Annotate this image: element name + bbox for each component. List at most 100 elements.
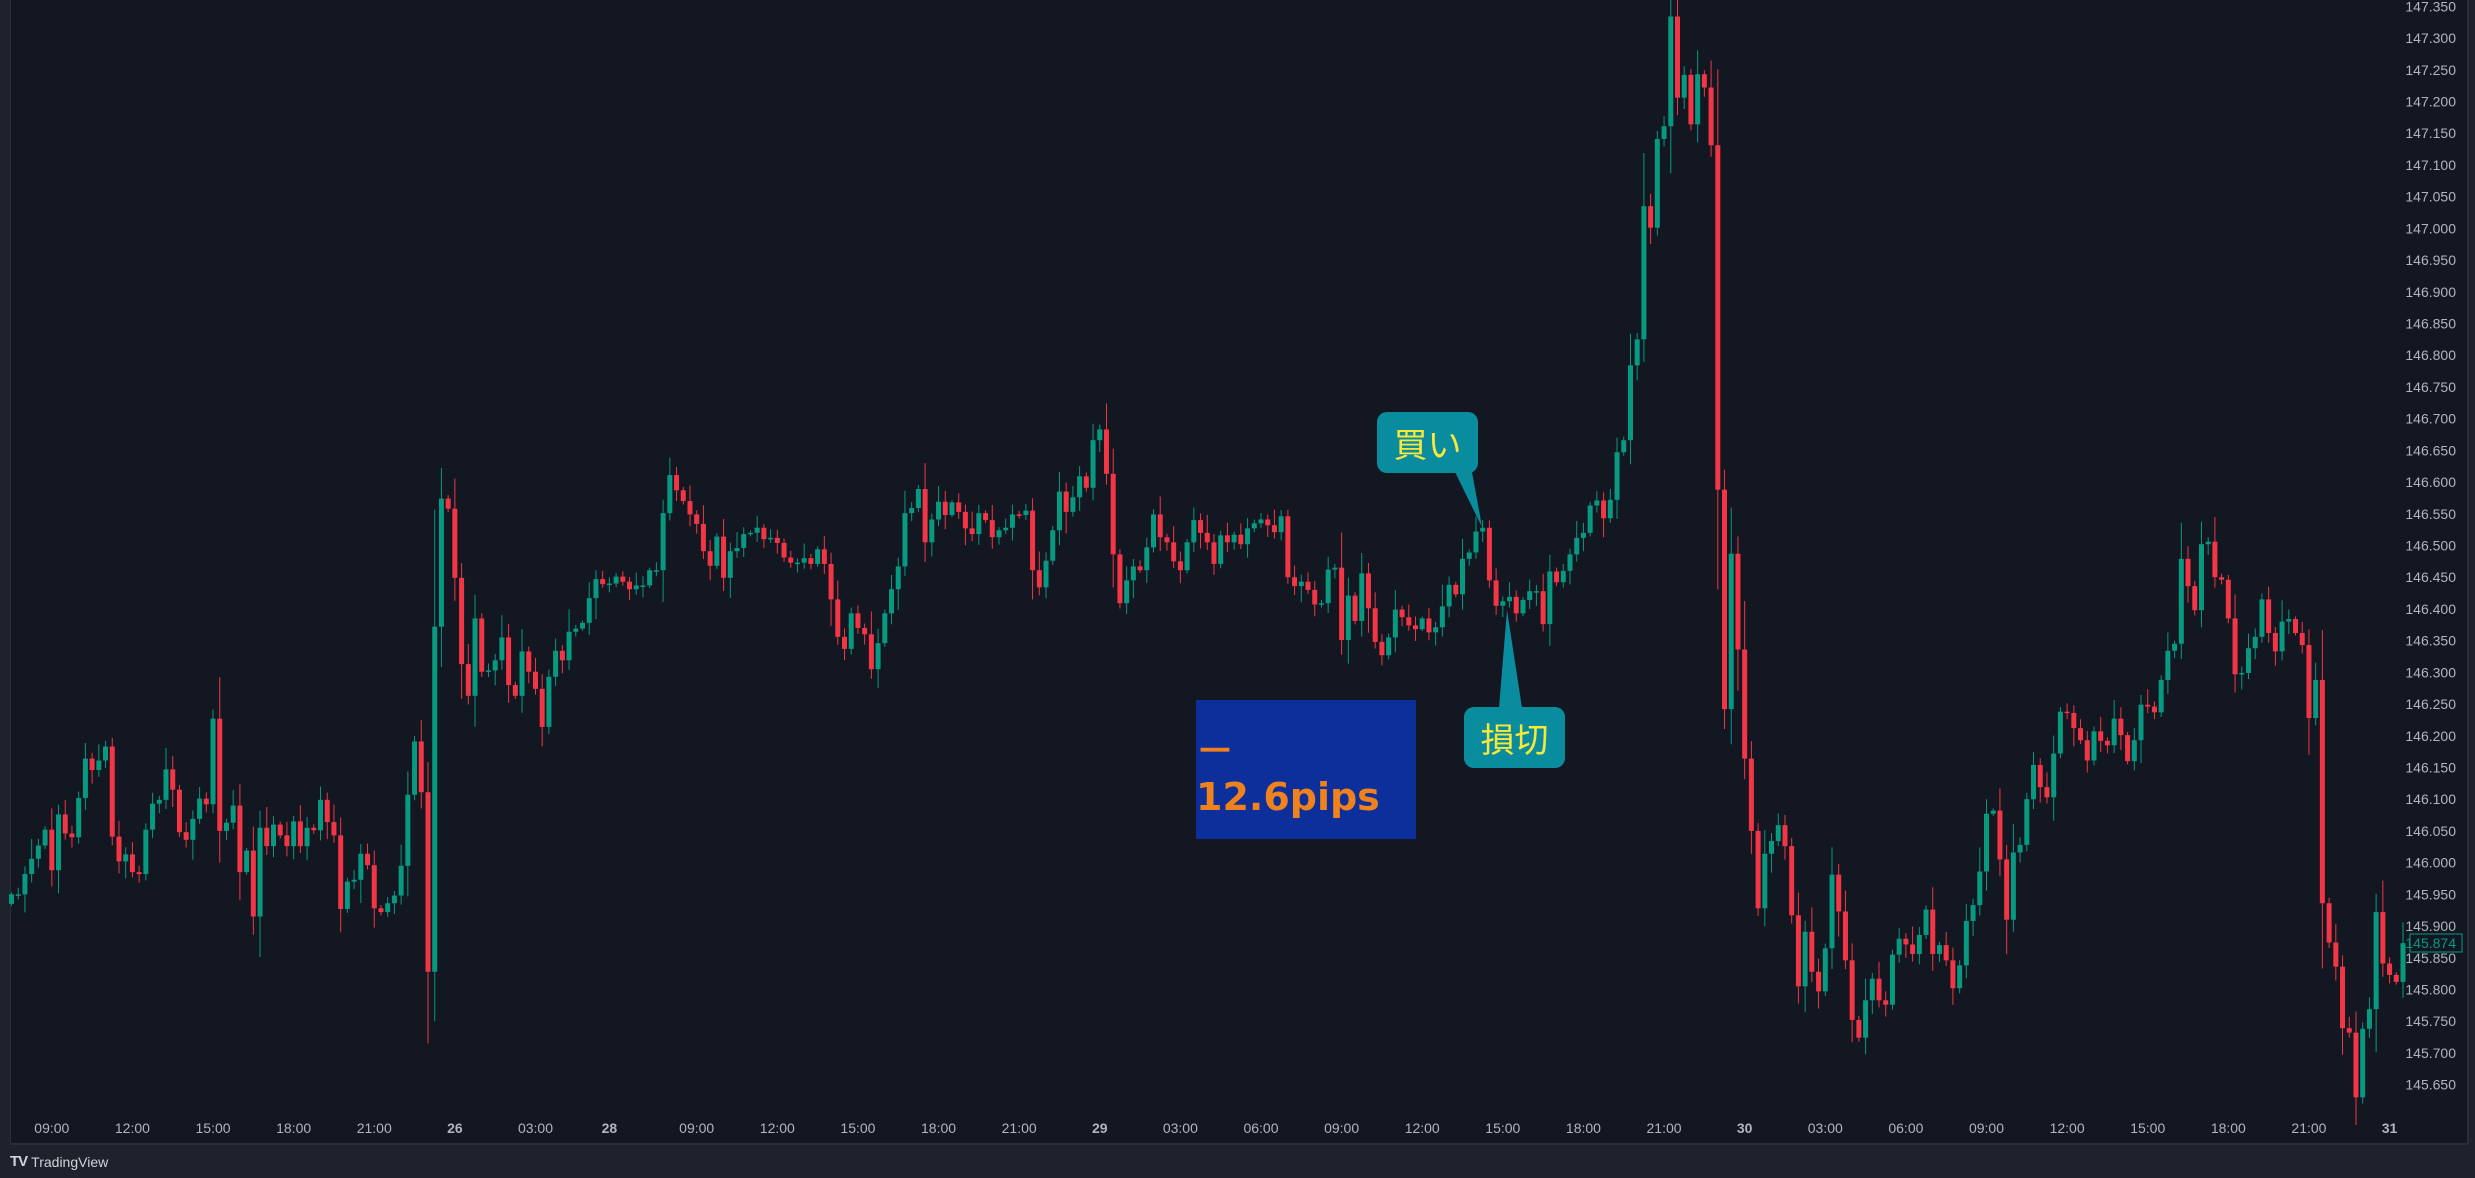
candle-body bbox=[1802, 931, 1808, 987]
candle-body bbox=[586, 598, 592, 623]
candle-down bbox=[136, 865, 142, 883]
candle-body bbox=[1224, 535, 1230, 543]
candle-up bbox=[2091, 726, 2097, 766]
time-tick-label: 29 bbox=[1092, 1120, 1108, 1136]
candle-body bbox=[2380, 912, 2386, 964]
price-axis[interactable]: 147.350 147.300 147.250 147.200 147.150 147.1… bbox=[2405, 0, 2456, 1093]
candle-body bbox=[774, 537, 780, 543]
candle-body bbox=[1748, 758, 1754, 831]
candle-down bbox=[1305, 572, 1311, 594]
candle-body bbox=[546, 676, 552, 727]
candle-body bbox=[754, 527, 760, 533]
candle-up bbox=[304, 816, 310, 861]
candle-body bbox=[492, 660, 498, 671]
candle-up bbox=[2138, 694, 2144, 764]
candle-body bbox=[741, 534, 747, 549]
candle-body bbox=[123, 854, 129, 862]
time-tick-label: 15:00 bbox=[1485, 1120, 1520, 1136]
candle-body bbox=[244, 850, 250, 873]
candle-down bbox=[237, 784, 243, 901]
candle-down bbox=[2125, 732, 2131, 765]
candle-body bbox=[2239, 672, 2245, 675]
candle-up bbox=[949, 500, 955, 518]
candle-body bbox=[1191, 520, 1197, 543]
candle-body bbox=[532, 671, 538, 689]
candle-body bbox=[1574, 537, 1580, 555]
candle-down bbox=[1339, 532, 1345, 655]
candle-body bbox=[727, 551, 733, 578]
candle-body bbox=[580, 622, 586, 629]
candle-body bbox=[2031, 764, 2037, 800]
candle-down bbox=[680, 486, 686, 505]
candle-down bbox=[1708, 60, 1714, 157]
candle-down bbox=[781, 538, 787, 563]
candle-body bbox=[1769, 841, 1775, 854]
candle-down bbox=[694, 510, 700, 534]
candle-down bbox=[338, 817, 344, 933]
candle-up bbox=[270, 816, 276, 858]
candle-body bbox=[432, 626, 438, 972]
candle-down bbox=[2266, 586, 2272, 643]
candle-up bbox=[1822, 943, 1828, 997]
price-tick-label: 147.200 bbox=[2405, 93, 2456, 109]
candle-body bbox=[136, 872, 142, 875]
candle-body bbox=[1130, 566, 1136, 581]
candle-body bbox=[2259, 599, 2265, 637]
candle-up bbox=[996, 527, 1002, 545]
candle-down bbox=[1943, 931, 1949, 966]
candle-body bbox=[2326, 903, 2332, 943]
candle-body bbox=[1883, 1000, 1889, 1005]
chart-pane[interactable] bbox=[10, 0, 2469, 1145]
time-tick-label: 21:00 bbox=[2291, 1120, 2326, 1136]
candle-body bbox=[680, 490, 686, 502]
candle-up bbox=[1245, 518, 1251, 558]
brand-name[interactable]: TradingView bbox=[31, 1153, 109, 1170]
candle-down bbox=[700, 505, 706, 560]
candle-body bbox=[2299, 633, 2305, 646]
candle-down bbox=[183, 822, 189, 848]
candle-down bbox=[176, 784, 182, 837]
candle-body bbox=[438, 498, 444, 627]
candle-up bbox=[2010, 824, 2016, 932]
candle-body bbox=[1728, 553, 1734, 710]
candle-up bbox=[398, 844, 404, 905]
candle-body bbox=[1305, 581, 1311, 590]
candle-up bbox=[1023, 504, 1029, 520]
candle-body bbox=[1439, 606, 1445, 628]
candle-body bbox=[210, 718, 216, 805]
candle-up bbox=[1627, 333, 1633, 465]
candle-down bbox=[2192, 580, 2198, 616]
candle-body bbox=[2118, 718, 2124, 736]
candle-body bbox=[2293, 619, 2299, 634]
tradingview-logo-icon[interactable]: TV bbox=[10, 1153, 28, 1170]
price-tick-label: 145.700 bbox=[2405, 1045, 2456, 1061]
candle-body bbox=[2286, 619, 2292, 622]
candle-body bbox=[600, 579, 606, 585]
candle-body bbox=[116, 836, 122, 862]
candle-down bbox=[2346, 1016, 2352, 1038]
candle-body bbox=[1318, 603, 1324, 605]
candle-body bbox=[902, 513, 908, 567]
candle-body bbox=[539, 688, 545, 727]
candle-down bbox=[1426, 608, 1432, 641]
candle-up bbox=[895, 557, 901, 610]
candle-down bbox=[1540, 573, 1546, 632]
candle-body bbox=[895, 566, 901, 590]
candle-body bbox=[1144, 547, 1150, 571]
candle-up bbox=[580, 620, 586, 631]
candle-body bbox=[1419, 618, 1425, 630]
candle-body bbox=[1889, 954, 1895, 1005]
candle-body bbox=[768, 537, 774, 540]
candle-down bbox=[2185, 546, 2191, 603]
candle-down bbox=[371, 850, 377, 928]
candle-up bbox=[9, 892, 14, 906]
candle-body bbox=[459, 577, 465, 665]
candle-down bbox=[62, 799, 68, 840]
price-tick-label: 147.000 bbox=[2405, 220, 2456, 236]
time-axis[interactable]: 09:00 12:00 15:00 18:00 21:00 26 03:00 28 09:00 1… bbox=[34, 1120, 2397, 1136]
candle-body bbox=[89, 758, 95, 771]
candle-body bbox=[674, 475, 680, 491]
candle-down bbox=[526, 646, 532, 684]
candle-body bbox=[2098, 731, 2104, 741]
